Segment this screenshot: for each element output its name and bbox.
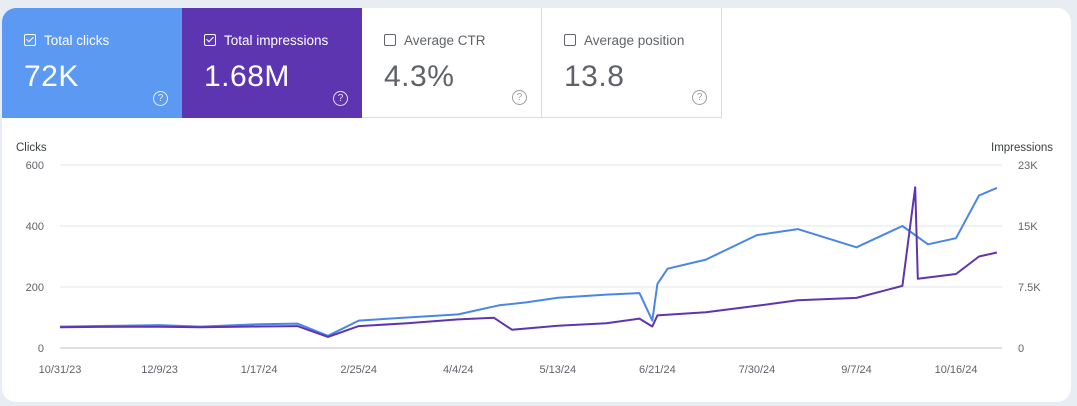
metric-card-total-impressions[interactable]: Total impressions 1.68M ? — [182, 8, 362, 118]
x-tick-label: 1/17/24 — [241, 364, 278, 376]
metric-cards: Total clicks 72K ? Total impressions 1.6… — [2, 8, 722, 118]
x-tick-label: 10/31/23 — [39, 364, 82, 376]
y-left-tick-label: 200 — [26, 282, 44, 294]
y-left-tick-label: 600 — [26, 160, 44, 172]
metric-label: Average position — [584, 32, 685, 48]
checkbox-unchecked-icon[interactable] — [384, 34, 396, 46]
x-tick-label: 7/30/24 — [739, 364, 776, 376]
checkbox-checked-icon[interactable] — [24, 34, 36, 46]
y-right-tick-label: 7.5K — [1018, 282, 1041, 294]
performance-chart: 600 23K 400 15K 200 7.5K 0 0 10/31/23 12/9/23 1/17… — [26, 160, 1042, 376]
metric-value: 13.8 — [564, 60, 625, 93]
y-right-tick-label: 15K — [1018, 221, 1038, 233]
y-left-tick-label: 400 — [26, 221, 44, 233]
y-axis-left-title: Clicks — [16, 142, 47, 154]
x-tick-label: 10/16/24 — [935, 364, 978, 376]
x-tick-label: 9/7/24 — [841, 364, 872, 376]
metric-label: Total impressions — [224, 32, 329, 48]
x-tick-label: 5/13/24 — [539, 364, 576, 376]
y-right-tick-label: 23K — [1018, 160, 1038, 172]
help-icon[interactable]: ? — [512, 90, 527, 105]
help-icon[interactable]: ? — [153, 91, 168, 106]
performance-panel: Total clicks 72K ? Total impressions 1.6… — [2, 8, 1071, 402]
metric-label: Total clicks — [44, 32, 110, 48]
help-icon[interactable]: ? — [333, 91, 348, 106]
checkbox-checked-icon[interactable] — [204, 34, 216, 46]
series-line-impressions — [59, 186, 998, 338]
metric-card-total-clicks[interactable]: Total clicks 72K ? — [2, 8, 182, 118]
x-tick-label: 6/21/24 — [639, 364, 676, 376]
y-left-tick-label: 0 — [38, 343, 44, 355]
x-tick-label: 12/9/23 — [141, 364, 178, 376]
metric-card-average-position[interactable]: Average position 13.8 ? — [542, 8, 722, 118]
y-right-tick-label: 0 — [1018, 343, 1024, 355]
metric-value: 4.3% — [384, 60, 455, 93]
metric-card-average-ctr[interactable]: Average CTR 4.3% ? — [362, 8, 542, 118]
help-icon[interactable]: ? — [692, 90, 707, 105]
series-line-clicks — [59, 186, 998, 337]
metric-label: Average CTR — [404, 32, 486, 48]
x-tick-label: 2/25/24 — [340, 364, 377, 376]
metric-value: 72K — [24, 60, 79, 93]
y-axis-right-title: Impressions — [991, 142, 1053, 154]
metric-value: 1.68M — [204, 60, 290, 93]
x-tick-label: 4/4/24 — [443, 364, 474, 376]
checkbox-unchecked-icon[interactable] — [564, 34, 576, 46]
